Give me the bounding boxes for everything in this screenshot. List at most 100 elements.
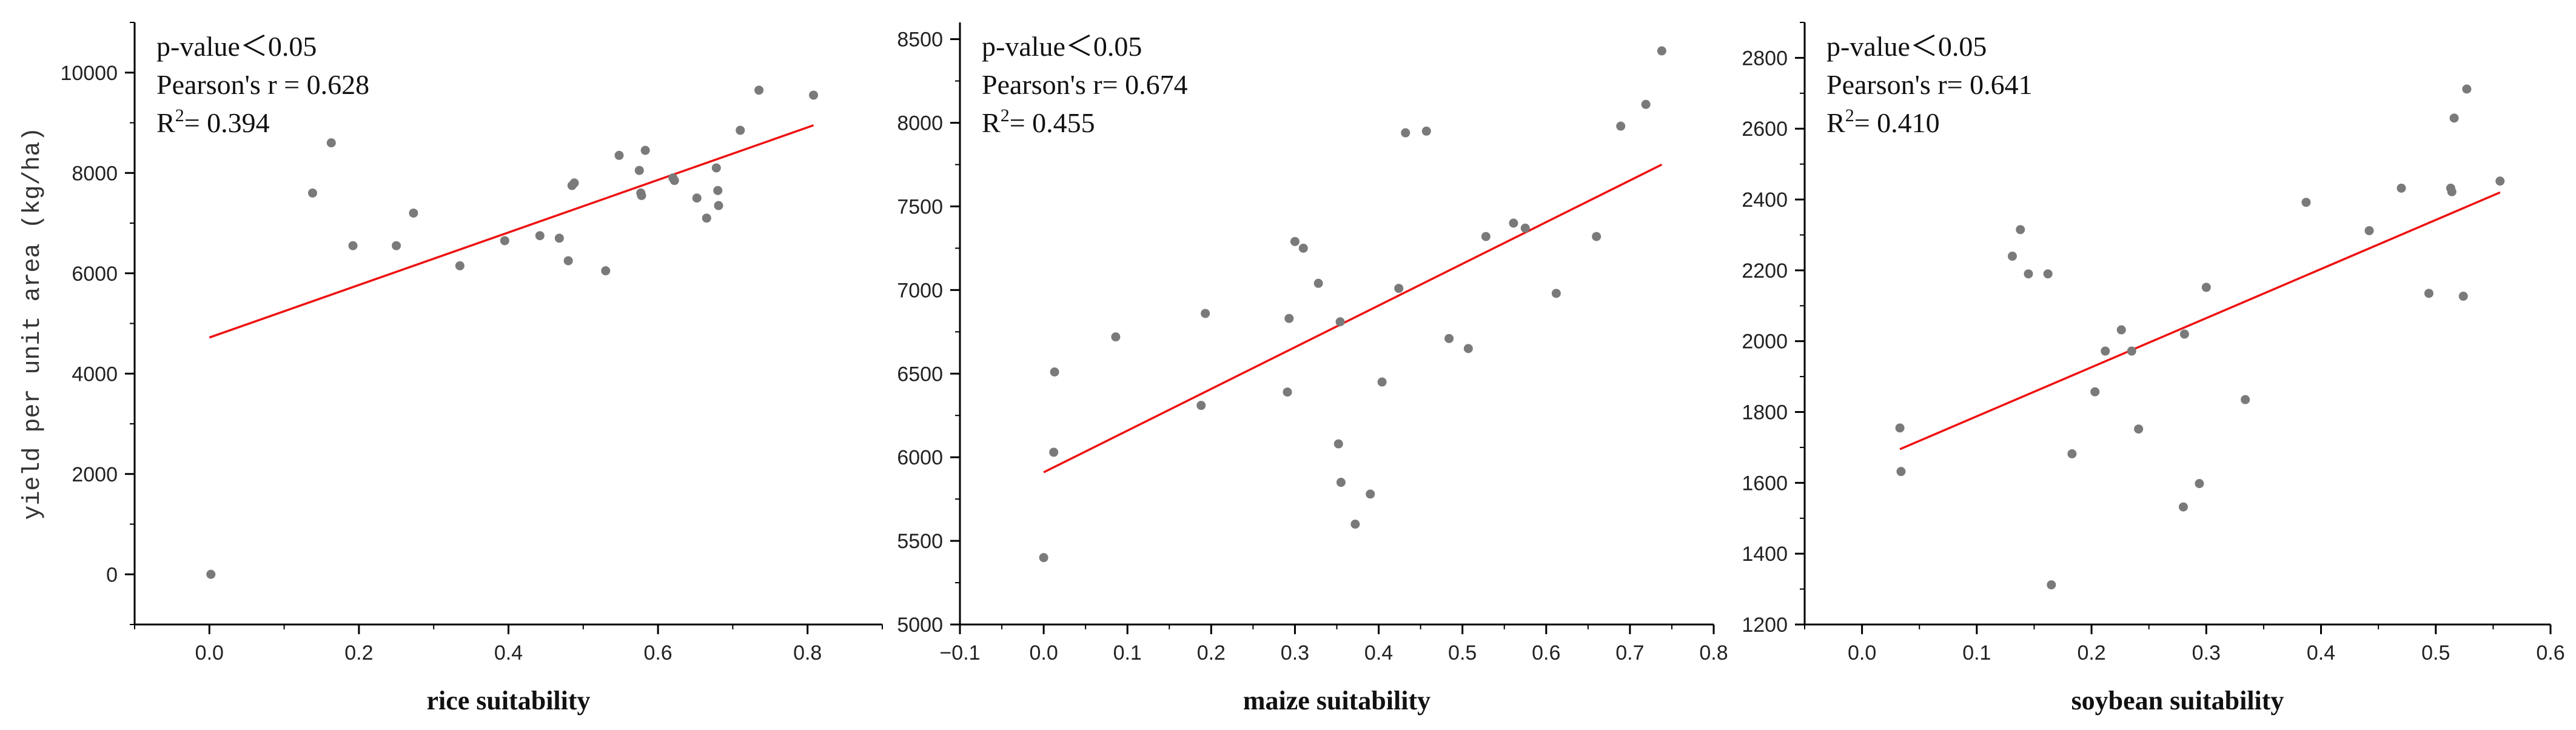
x-tick-label: 0.0	[1029, 641, 1058, 665]
data-point	[692, 193, 702, 203]
y-tick-label: 1600	[1742, 472, 1788, 495]
data-point	[1049, 447, 1059, 457]
data-point	[2101, 346, 2110, 356]
data-point	[500, 236, 509, 246]
y-tick-label: 2400	[1742, 189, 1788, 212]
x-tick-label: 0.4	[1364, 641, 1393, 665]
data-point	[754, 85, 764, 95]
data-point	[2024, 269, 2033, 279]
pearson-r-text: Pearson's r= 0.641	[1826, 69, 2033, 100]
x-tick-label: 0.2	[2077, 641, 2105, 665]
data-point	[1350, 520, 1360, 529]
r-squared-text: R2= 0.394	[156, 105, 270, 138]
data-point	[1592, 232, 1602, 241]
x-tick-label: 0.7	[1615, 641, 1644, 665]
data-point	[1050, 367, 1059, 377]
data-point	[1641, 99, 1651, 109]
data-point	[2047, 580, 2056, 590]
data-point	[554, 233, 564, 243]
data-point	[711, 163, 721, 173]
data-point	[535, 231, 545, 241]
y-tick-label: 1200	[1742, 614, 1788, 637]
x-tick-label: 0.8	[1699, 641, 1728, 665]
data-point	[1333, 439, 1343, 449]
r-squared-value: = 0.410	[1854, 107, 1940, 138]
regression-line	[1899, 191, 2501, 450]
r-squared-value: = 0.455	[1010, 107, 1095, 138]
data-point	[1895, 423, 1905, 433]
r-squared-r: R	[982, 107, 1001, 138]
data-point	[206, 569, 216, 579]
data-point	[809, 90, 819, 100]
data-point	[2495, 176, 2505, 186]
data-point	[1284, 313, 1294, 323]
data-point	[1283, 387, 1292, 397]
y-tick-label: 1400	[1742, 543, 1788, 566]
data-point	[1401, 128, 1410, 138]
data-point	[1394, 284, 1404, 293]
data-point	[2008, 252, 2018, 261]
data-point	[392, 241, 401, 250]
y-tick-label: 2800	[1742, 47, 1788, 70]
data-point	[569, 178, 579, 188]
data-point	[637, 190, 646, 200]
data-point	[1336, 478, 1346, 487]
data-point	[2301, 198, 2311, 207]
r-squared-superscript: 2	[1845, 105, 1854, 126]
data-point	[326, 138, 336, 148]
y-tick-label: 4000	[72, 363, 118, 386]
pearson-r-text: Pearson's r = 0.628	[156, 69, 369, 100]
data-point	[1298, 243, 1308, 253]
data-point	[1366, 489, 1375, 499]
y-tick-label: 2000	[1742, 330, 1788, 353]
data-point	[1481, 232, 1491, 241]
x-tick-label: 0.6	[643, 641, 672, 665]
r-squared-value: = 0.394	[184, 107, 270, 138]
data-point	[2462, 84, 2472, 94]
x-tick-label: 0.2	[344, 641, 373, 665]
y-tick-label: 8500	[897, 28, 943, 52]
x-tick-label: 0.1	[1113, 641, 1142, 665]
data-point	[2364, 226, 2374, 235]
data-point	[455, 261, 465, 270]
data-point	[1201, 309, 1210, 318]
data-point	[1657, 46, 1666, 56]
y-tick-label: 2600	[1742, 118, 1788, 141]
data-point	[601, 266, 611, 276]
x-tick-label: 0.6	[1532, 641, 1560, 665]
r-squared-text: R2= 0.410	[1826, 105, 1940, 138]
y-tick-label: 5000	[897, 614, 943, 637]
y-tick-label: 7500	[897, 195, 943, 218]
y-tick-label: 6500	[897, 363, 943, 386]
y-axis-label: yield per unit area (kg/ha)	[19, 127, 47, 520]
y-tick-label: 5500	[897, 530, 943, 553]
data-point	[669, 176, 679, 186]
data-point	[1313, 278, 1323, 288]
y-tick-label: 6000	[72, 263, 118, 286]
y-tick-label: 2200	[1742, 260, 1788, 283]
data-point	[2424, 289, 2433, 298]
data-point	[1421, 126, 1431, 136]
data-point	[2201, 283, 2211, 292]
data-point	[634, 166, 644, 175]
chart-panel-rice: 0.0 0.2 0.4 0.6 0.8 0 2000 4000 6000 8000 10000 ric…	[19, 22, 883, 715]
data-point	[2179, 329, 2189, 339]
x-tick-label: 0.0	[195, 641, 224, 665]
x-axis-label: soybean suitability	[2071, 686, 2284, 715]
x-axis-label: maize suitability	[1243, 686, 1431, 715]
data-point	[2090, 387, 2100, 397]
y-tick-label: 8000	[72, 162, 118, 185]
y-tick-label: 6000	[897, 446, 943, 469]
data-point	[736, 126, 745, 135]
chart-panel-maize: −0.1 0.0 0.1 0.2 0.3 0.4 0.5 0.6 0.7 0.8 5000 5500 6…	[897, 22, 1728, 715]
y-tick-label: 10000	[60, 62, 118, 85]
data-point	[1520, 223, 1530, 233]
x-tick-label: 0.5	[2421, 641, 2450, 665]
x-tick-label: −0.1	[939, 641, 980, 665]
data-point	[348, 241, 358, 250]
x-tick-label: 0.3	[2192, 641, 2221, 665]
data-point	[2447, 187, 2457, 196]
x-tick-label: 0.4	[494, 641, 523, 665]
data-point	[2397, 183, 2406, 193]
